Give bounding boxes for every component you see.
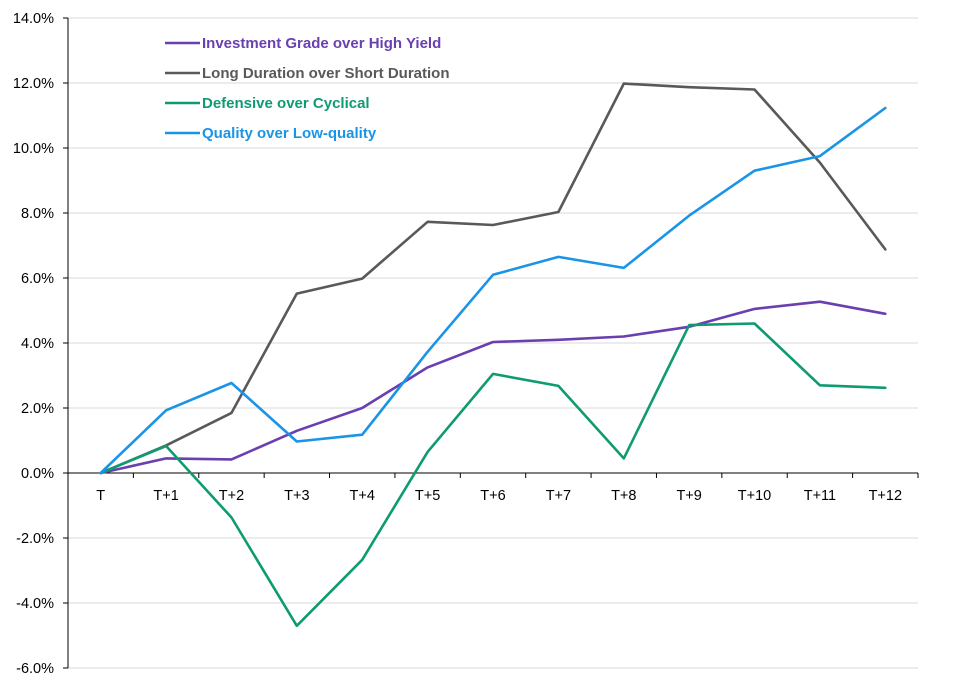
x-tick-label: T+6 <box>480 488 505 504</box>
y-tick-label: -4.0% <box>16 596 54 612</box>
x-tick-label: T+11 <box>804 488 836 504</box>
x-tick-label: T+5 <box>415 488 440 504</box>
y-tick-label: 8.0% <box>21 206 54 222</box>
y-tick-label: 12.0% <box>13 76 54 92</box>
x-tick-label: T+4 <box>350 488 375 504</box>
legend-label: Quality over Low-quality <box>202 125 377 142</box>
y-tick-label: 14.0% <box>13 11 54 27</box>
x-tick-label: T+7 <box>546 488 571 504</box>
series-lines <box>99 82 887 628</box>
x-tick-label: T+12 <box>869 488 902 504</box>
y-tick-label: 10.0% <box>13 141 54 157</box>
legend-label: Long Duration over Short Duration <box>202 65 450 82</box>
y-axis-ticks: 14.0% 12.0% 10.0% 8.0% 6.0% 4.0% 2.0% 0.0% -2.0%… <box>13 11 68 677</box>
y-tick-label: 2.0% <box>21 401 54 417</box>
x-tick-label: T+10 <box>738 488 771 504</box>
y-tick-label: 4.0% <box>21 336 54 352</box>
x-tick-label: T+3 <box>284 488 309 504</box>
y-tick-label: -6.0% <box>16 661 54 677</box>
y-tick-label: 0.0% <box>21 466 54 482</box>
x-tick-label: T+1 <box>153 488 178 504</box>
series-line-1 <box>99 300 887 475</box>
legend-label: Defensive over Cyclical <box>202 95 370 112</box>
series-line-2 <box>99 82 887 475</box>
series-line-4 <box>99 106 887 475</box>
x-tick-label: T+9 <box>676 488 701 504</box>
y-tick-label: -2.0% <box>16 531 54 547</box>
x-tick-label: T <box>96 488 105 504</box>
series-line-3 <box>99 322 887 628</box>
legend: Investment Grade over High Yield Long Dur… <box>165 35 450 142</box>
x-tick-label: T+2 <box>219 488 244 504</box>
legend-label: Investment Grade over High Yield <box>202 35 441 52</box>
x-tick-label: T+8 <box>611 488 636 504</box>
y-tick-label: 6.0% <box>21 271 54 287</box>
